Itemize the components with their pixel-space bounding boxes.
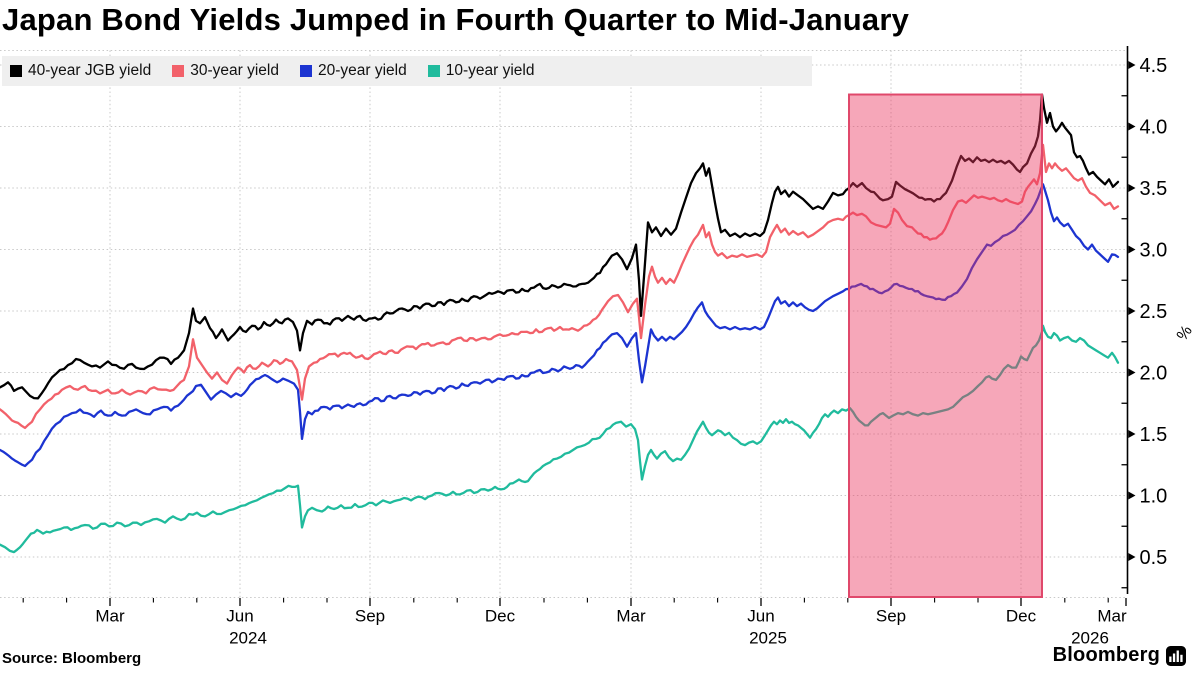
legend-swatch-10-year-yield (427, 65, 440, 77)
y-tick-marker (1128, 245, 1136, 254)
x-tick-label: Sep (876, 607, 906, 626)
x-tick-label: Mar (616, 607, 646, 626)
chart-title: Japan Bond Yields Jumped in Fourth Quart… (2, 2, 910, 37)
x-axis: Mar Jun Sep Dec Mar Jun Sep Dec Mar 2024 2025 2026 (22, 598, 1127, 648)
legend-swatch-20-year-yield (299, 65, 312, 77)
legend: 40-year JGB yield 30-year yield 20-year yi… (2, 56, 812, 86)
y-tick-label: 4.0 (1140, 117, 1168, 139)
gridlines (0, 50, 1128, 598)
y-tick-marker (1128, 307, 1136, 315)
y-tick-label: 4.5 (1140, 55, 1168, 77)
y-tick-marker (1128, 61, 1136, 69)
x-year-label: 2025 (749, 629, 787, 648)
y-tick-label: 2.0 (1140, 363, 1168, 385)
legend-label-30-year-yield: 30-year yield (190, 62, 279, 79)
legend-item-30-year-yield: 30-year yield (172, 62, 279, 80)
series-lines (0, 93, 1120, 554)
branding: Bloomberg (1053, 644, 1186, 667)
source-note: Source: Bloomberg (2, 650, 142, 667)
y-tick-label: 2.5 (1140, 301, 1168, 323)
y-tick-marker (1128, 430, 1136, 438)
y-axis-unit-label: % (1174, 323, 1196, 344)
x-tick-label: Jun (226, 607, 253, 626)
legend-swatch-40-year-jgb-yield (10, 65, 22, 77)
series-30-year-yield (0, 143, 1120, 430)
y-axis: 4.5 4.0 3.5 3.0 2.5 2.0 1.5 1.0 0.5% (1121, 46, 1196, 594)
y-tick-label: 1.5 (1140, 424, 1168, 446)
y-tick-marker (1128, 553, 1136, 561)
y-tick-label: 0.5 (1140, 547, 1168, 569)
x-tick-label: Sep (355, 607, 385, 626)
y-tick-marker (1128, 184, 1136, 192)
bloomberg-bars-icon (1166, 645, 1186, 666)
legend-item-10-year-yield: 10-year yield (427, 62, 535, 80)
legend-swatch-30-year-yield (172, 65, 185, 77)
legend-label-40-year-jgb-yield: 40-year JGB yield (28, 62, 152, 79)
x-tick-label: Dec (1006, 607, 1037, 626)
x-tick-label: Mar (1097, 607, 1127, 626)
series-10-year-yield (0, 324, 1120, 554)
y-tick-label: 1.0 (1140, 486, 1168, 508)
legend-item-40-year-jgb-yield: 40-year JGB yield (10, 62, 151, 80)
x-year-label: 2026 (1071, 629, 1109, 648)
x-tick-label: Jun (747, 607, 774, 626)
y-tick-marker (1128, 122, 1136, 131)
x-tick-label: Mar (95, 607, 125, 626)
legend-label-20-year-yield: 20-year yield (317, 62, 407, 79)
y-tick-label: 3.0 (1140, 240, 1168, 262)
y-tick-marker (1128, 491, 1136, 500)
x-tick-label: Dec (485, 607, 516, 626)
legend-label-10-year-yield: 10-year yield (445, 62, 535, 79)
highlight-region-q4-to-mid-january (848, 93, 1043, 599)
y-tick-label: 3.5 (1140, 178, 1168, 200)
x-year-label: 2024 (229, 629, 267, 648)
series-20-year-yield (0, 183, 1120, 468)
series-40-year-jgb-yield (0, 93, 1120, 400)
y-tick-marker (1128, 368, 1136, 377)
bloomberg-wordmark: Bloomberg (1052, 644, 1160, 666)
legend-item-20-year-yield: 20-year yield (299, 62, 407, 80)
